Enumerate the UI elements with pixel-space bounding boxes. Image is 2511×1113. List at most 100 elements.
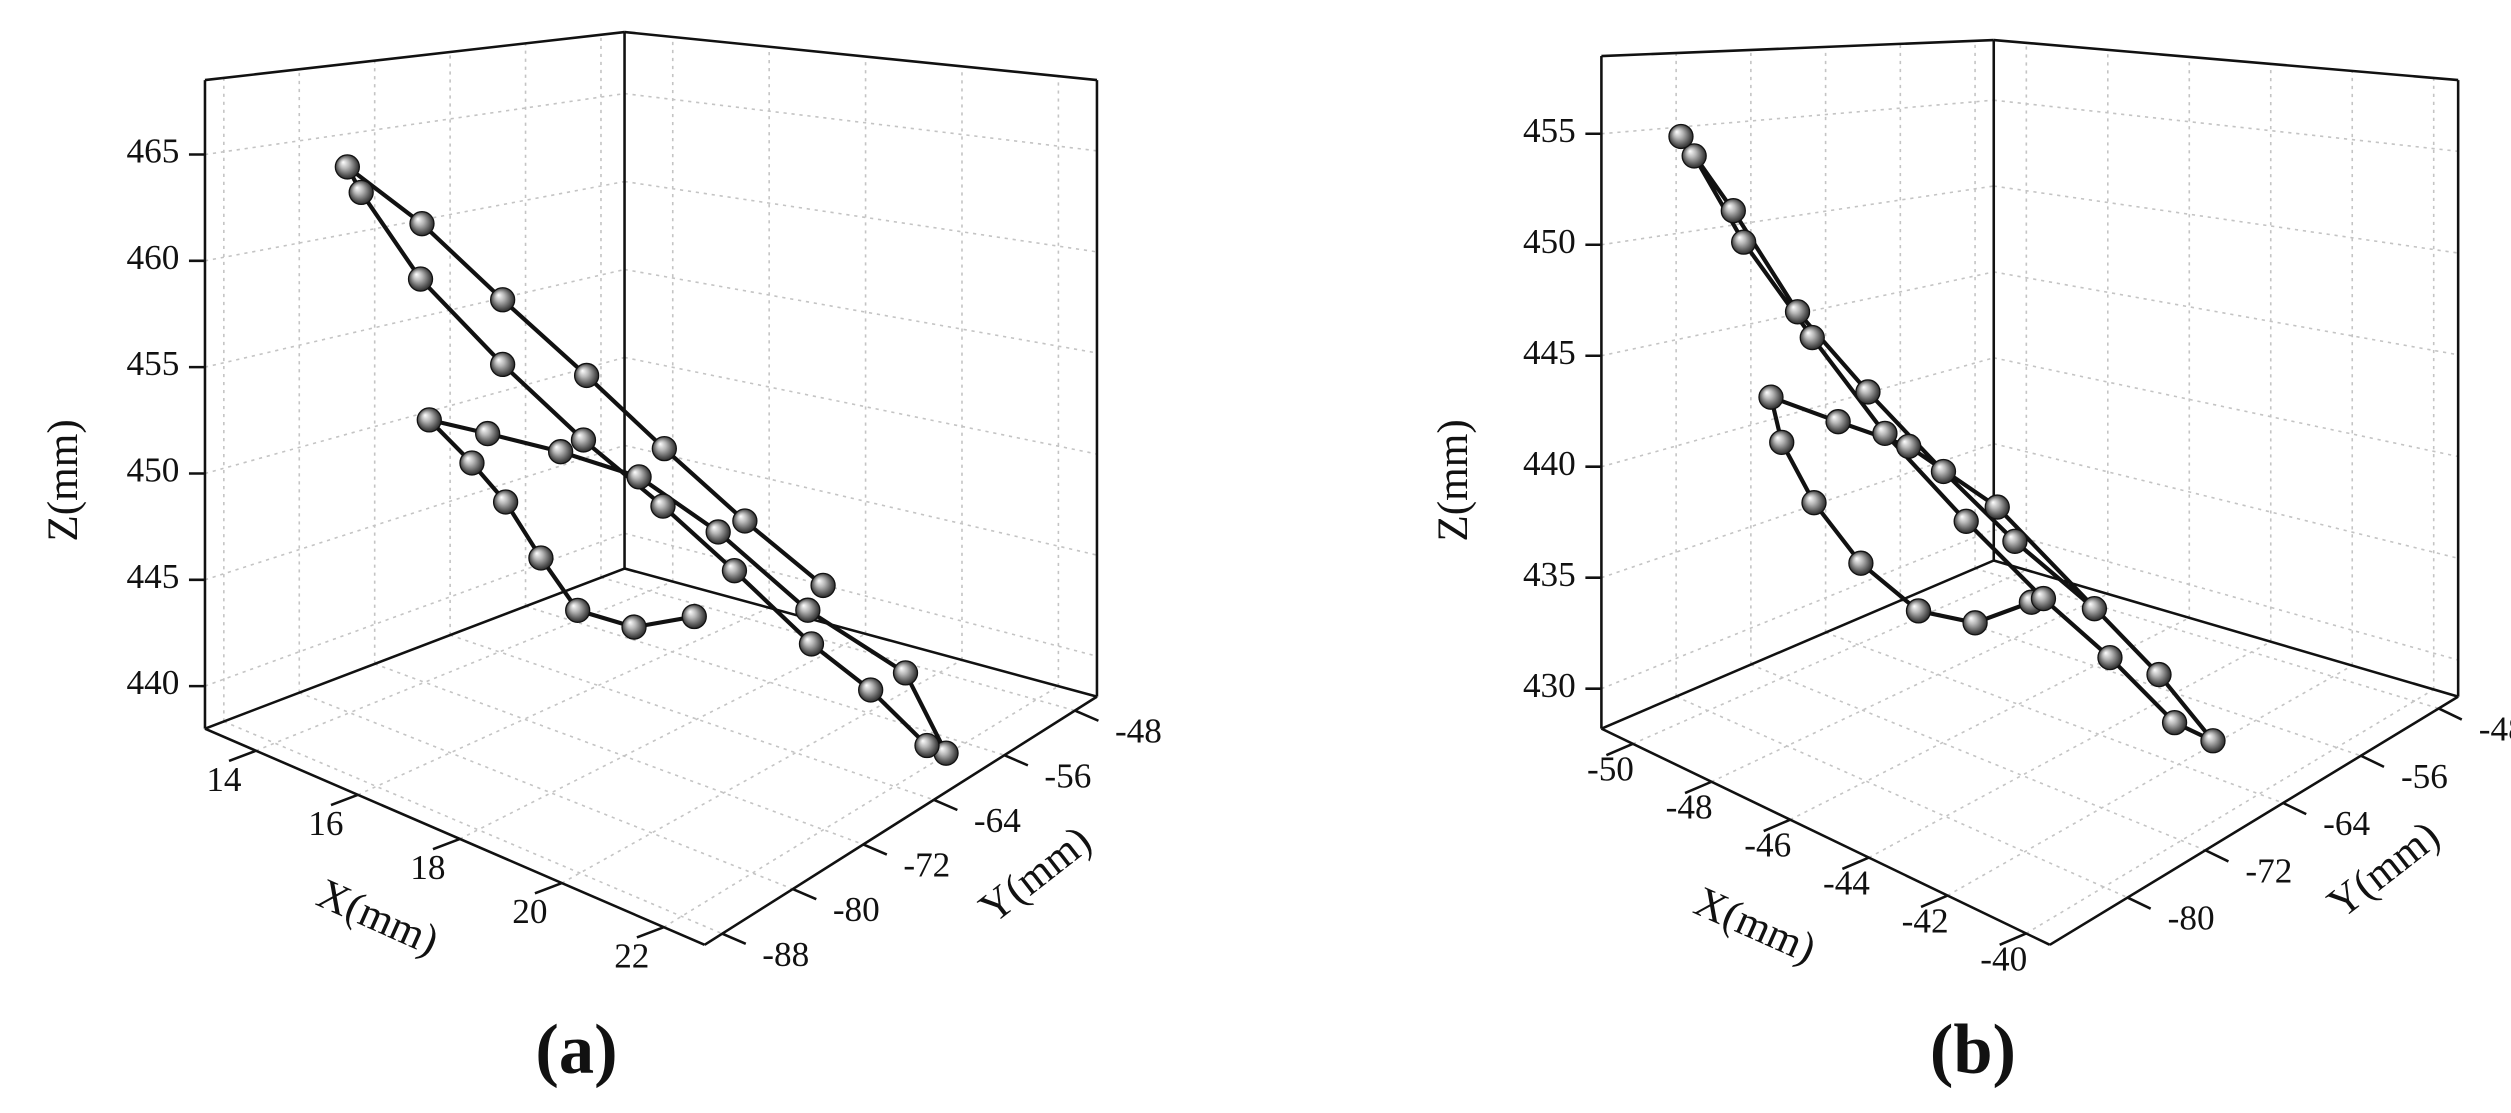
y-tick-label: -48 (1115, 712, 1162, 751)
data-point (416, 407, 442, 433)
panel-label: (b) (1930, 1011, 2016, 1089)
z-tick-label: 435 (1523, 555, 1576, 594)
data-point (409, 211, 435, 237)
y-tick-label: -88 (762, 935, 809, 974)
grid-line (204, 532, 625, 687)
data-point (721, 558, 748, 584)
x-tick-label: -50 (1587, 750, 1634, 789)
x-tick-label: -40 (1980, 939, 2027, 978)
z-tick-label: 455 (127, 344, 180, 383)
y-tick-label: -80 (833, 890, 880, 929)
y-tick-label: -72 (2245, 851, 2292, 890)
data-point (705, 519, 731, 545)
z-tick-label: 460 (127, 238, 180, 277)
axis-line (703, 695, 1098, 946)
tick-mark (1763, 818, 1791, 833)
y-tick-label: -64 (2323, 804, 2370, 843)
panel-label: (a) (535, 1011, 617, 1089)
tick-mark (1999, 932, 2027, 946)
data-point (1984, 494, 2010, 520)
grid-line (525, 605, 1005, 756)
grid-line (449, 634, 935, 801)
data-point (858, 677, 884, 703)
tick-mark (228, 749, 257, 763)
tick-mark (2438, 707, 2463, 721)
grid-line (1601, 357, 1994, 468)
data-point (1681, 143, 1707, 169)
y-tick-label: -64 (974, 801, 1021, 840)
y-tick-label: -56 (2401, 757, 2448, 796)
grid-line (624, 268, 1098, 354)
trajectory-line (345, 165, 951, 758)
data-point (732, 508, 758, 534)
grid-line (204, 356, 625, 475)
data-point (489, 287, 516, 313)
grid-line (459, 633, 866, 840)
data-point (1758, 384, 1784, 410)
grid-line (624, 356, 1098, 455)
tick-mark (862, 843, 888, 856)
data-point (565, 597, 591, 624)
grid-line (1601, 442, 1995, 579)
z-tick-label: 450 (127, 451, 180, 490)
grid-line (1601, 185, 1994, 246)
grid-line (1993, 185, 2459, 254)
z-tick-label: 445 (127, 557, 180, 596)
data-point (2030, 585, 2057, 612)
x-tick-label: -48 (1666, 788, 1713, 827)
data-point (798, 631, 825, 657)
z-axis-title: Z(mm) (39, 419, 87, 541)
tick-mark (792, 887, 817, 901)
grid-line (1789, 617, 2190, 821)
data-point (407, 266, 434, 292)
data-point (1872, 420, 1898, 447)
data-point (795, 597, 821, 623)
data-point (1855, 379, 1881, 405)
data-point (1668, 123, 1694, 150)
data-point (1769, 429, 1795, 456)
tick-mark (432, 837, 461, 851)
tick-mark (2282, 801, 2307, 816)
grid-line (624, 444, 1098, 556)
tick-mark (534, 881, 563, 895)
tick-mark (721, 932, 747, 946)
data-point (547, 439, 574, 465)
axis-line (2049, 695, 2459, 946)
data-point (1720, 198, 1746, 224)
y-tick-label: -56 (1044, 756, 1091, 795)
axis-line (624, 30, 1098, 82)
grid-line (624, 180, 1098, 253)
data-point (1930, 458, 1957, 485)
grid-line (223, 720, 723, 935)
x-tick-label: 22 (614, 936, 649, 975)
axis-line (204, 727, 706, 947)
axis-line (204, 30, 625, 82)
data-point (1799, 324, 1825, 351)
grid-line (1825, 631, 2284, 804)
grid-line (1675, 695, 2128, 899)
tick-mark (2127, 896, 2152, 910)
tick-mark (1003, 754, 1029, 767)
grid-line (1601, 99, 1994, 135)
data-point (892, 660, 919, 686)
grid-line (204, 444, 625, 581)
grid-line (600, 576, 1076, 712)
grid-line (1947, 664, 2353, 897)
data-point (459, 450, 485, 476)
grid-line (1993, 271, 2459, 356)
data-point (1896, 433, 1922, 459)
panel: 440 445 450 455 460 465 14 16 18 20 22 -88 -80 -72 -64… (39, 30, 1162, 1089)
tick-mark (1920, 894, 1949, 909)
data-point (1953, 508, 1979, 534)
data-point (1801, 490, 1827, 516)
axis-line (1993, 38, 2459, 82)
data-point (810, 572, 836, 599)
axis-line (204, 567, 626, 730)
data-point (626, 464, 652, 490)
x-tick-label: 14 (206, 760, 242, 799)
data-point (528, 545, 554, 571)
y-tick-label: -72 (903, 846, 950, 885)
z-tick-label: 440 (1523, 444, 1576, 483)
z-tick-label: 450 (1523, 222, 1576, 261)
data-point (914, 732, 940, 759)
